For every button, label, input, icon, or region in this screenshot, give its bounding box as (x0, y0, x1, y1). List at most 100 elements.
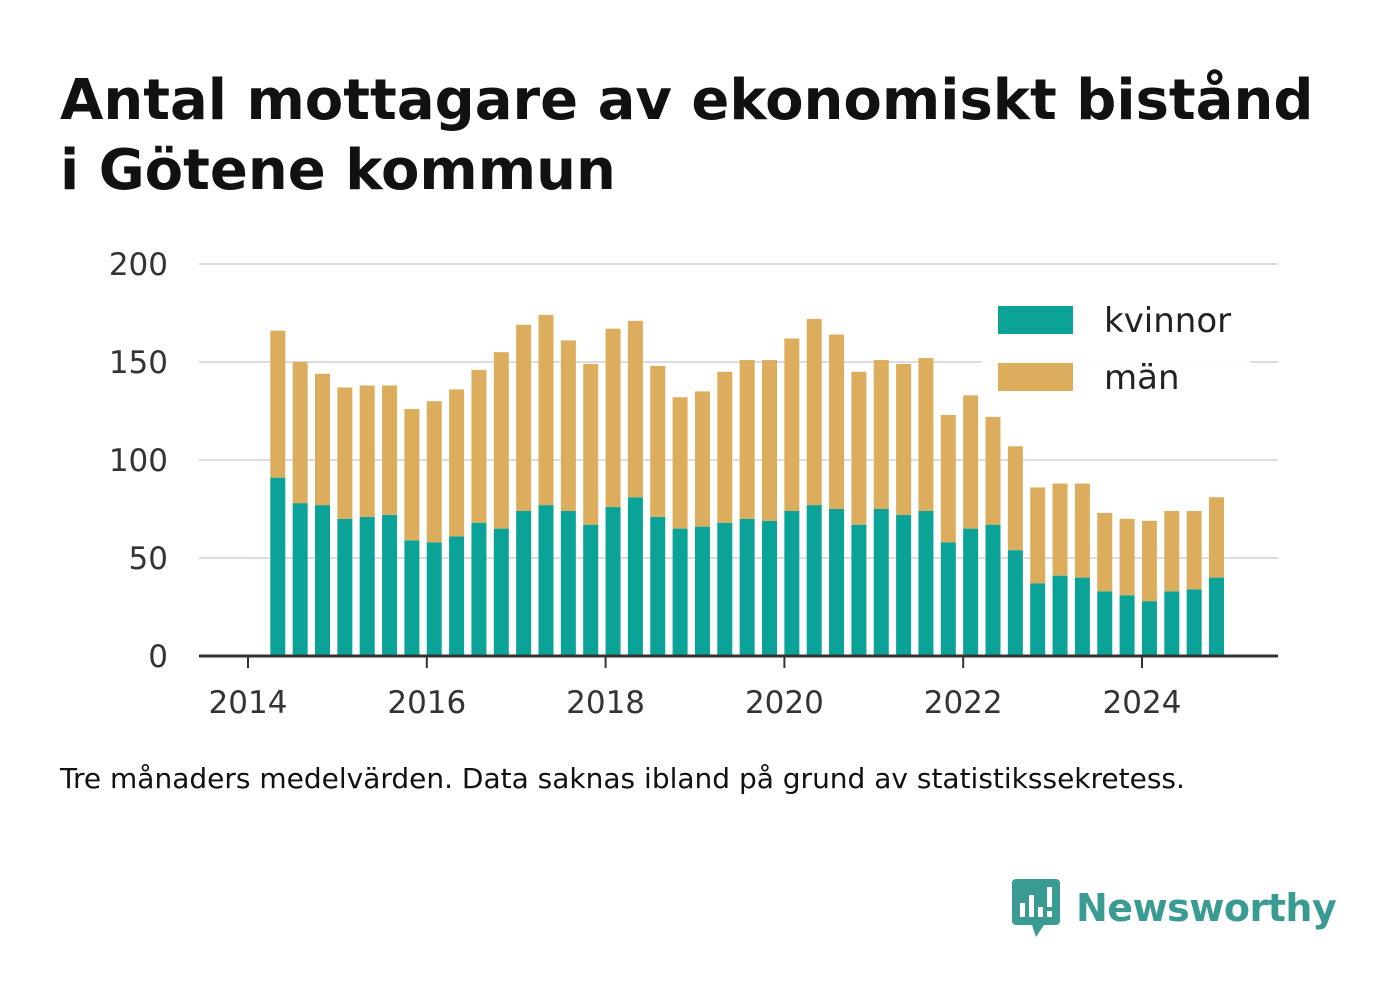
bar-man (762, 360, 777, 521)
y-tick-label: 200 (109, 247, 168, 283)
bar-man (940, 414, 956, 543)
bar-man (359, 385, 375, 517)
bar-kvinnor (382, 514, 398, 656)
x-tick-label: 2020 (745, 685, 824, 721)
bar-man (694, 391, 710, 527)
bar-man (1164, 510, 1180, 592)
legend: kvinnor män (982, 290, 1250, 412)
bar-kvinnor (739, 518, 755, 656)
x-tick-label: 2016 (387, 685, 466, 721)
bar-man (471, 369, 487, 523)
bar-kvinnor (1030, 583, 1046, 656)
bar-man (337, 387, 353, 519)
bar-man (315, 373, 330, 506)
brand-logo[interactable]: Newsworthy (1010, 876, 1337, 940)
bar-kvinnor (829, 509, 845, 656)
bar-man (1052, 483, 1068, 576)
bar-kvinnor (292, 503, 308, 656)
legend-swatch-kvinnor (998, 306, 1073, 334)
bar-kvinnor (762, 520, 777, 656)
bar-man (717, 371, 733, 523)
bar-kvinnor (918, 510, 934, 656)
legend-label-kvinnor: kvinnor (1104, 301, 1231, 341)
bar-man (404, 409, 420, 541)
bar-man (784, 338, 800, 511)
bar-man (426, 401, 442, 543)
x-tick-label: 2022 (924, 685, 1003, 721)
bar-kvinnor (471, 522, 487, 656)
bar-man (493, 352, 509, 529)
bar-kvinnor (538, 505, 554, 656)
bar-kvinnor (404, 540, 420, 656)
brand-name: Newsworthy (1076, 886, 1337, 930)
bar-kvinnor (717, 522, 733, 656)
x-tick-label: 2014 (209, 685, 288, 721)
bar-kvinnor (1119, 595, 1135, 656)
bar-kvinnor (806, 505, 822, 656)
bar-kvinnor (694, 526, 710, 656)
bar-kvinnor (1074, 577, 1090, 656)
chart-note: Tre månaders medelvärden. Data saknas ib… (60, 762, 1185, 795)
bar-man (560, 340, 576, 511)
bar-man (1097, 512, 1113, 592)
bar-kvinnor (1164, 591, 1180, 656)
bar-man (739, 360, 755, 519)
bar-kvinnor (359, 516, 375, 656)
bar-kvinnor (315, 505, 330, 656)
newsworthy-chart-bubble-icon (1012, 879, 1060, 937)
bar-man (1007, 446, 1023, 551)
bar-kvinnor (1052, 575, 1068, 656)
bar-man (873, 360, 889, 509)
bar-man (1186, 510, 1202, 590)
bar-kvinnor (1097, 591, 1113, 656)
bar-kvinnor (851, 524, 867, 656)
bar-man (672, 397, 688, 529)
bar-man (896, 363, 912, 515)
bar-kvinnor (1141, 601, 1157, 656)
bar-kvinnor (1007, 550, 1023, 656)
bar-kvinnor (516, 510, 532, 656)
bar-man (1209, 497, 1224, 578)
bar-man (1119, 518, 1135, 596)
bar-man (538, 314, 554, 506)
bar-kvinnor (1186, 589, 1202, 656)
bar-kvinnor (672, 528, 688, 656)
bar-man (806, 318, 822, 506)
bar-man (270, 330, 286, 478)
bar-kvinnor (985, 524, 1001, 656)
bar-man (963, 395, 979, 529)
bar-kvinnor (1209, 577, 1224, 656)
y-tick-label: 150 (109, 345, 168, 381)
bar-kvinnor (426, 542, 442, 656)
bar-man (605, 328, 621, 508)
bar-kvinnor (873, 509, 889, 656)
bar-kvinnor (650, 516, 666, 656)
bar-man (292, 362, 308, 504)
x-tick-label: 2018 (566, 685, 645, 721)
bar-kvinnor (337, 518, 353, 656)
legend-swatch-man (998, 363, 1073, 391)
bar-kvinnor (605, 507, 621, 656)
bar-man (918, 358, 934, 511)
bar-kvinnor (560, 510, 576, 656)
bar-man (449, 389, 465, 537)
y-tick-label: 50 (129, 541, 168, 577)
bar-man (583, 363, 599, 525)
bar-kvinnor (627, 497, 643, 656)
bar-man (650, 365, 666, 517)
bar-man (1030, 487, 1046, 584)
y-tick-label: 100 (109, 443, 168, 479)
chart-title: Antal mottagare av ekonomiskt bistånd i … (60, 68, 1314, 203)
bar-man (851, 371, 867, 525)
bar-kvinnor (940, 542, 956, 656)
bar-kvinnor (784, 510, 800, 656)
axes: 0 50 100 150 200 2014 2016 2018 2020 2022 2024 (109, 247, 1278, 721)
bar-kvinnor (583, 524, 599, 656)
y-tick-label: 0 (148, 639, 168, 675)
bar-man (1141, 520, 1157, 602)
bar-kvinnor (449, 536, 465, 656)
legend-label-man: män (1104, 358, 1180, 398)
bar-man (627, 320, 643, 498)
bar-kvinnor (896, 514, 912, 656)
